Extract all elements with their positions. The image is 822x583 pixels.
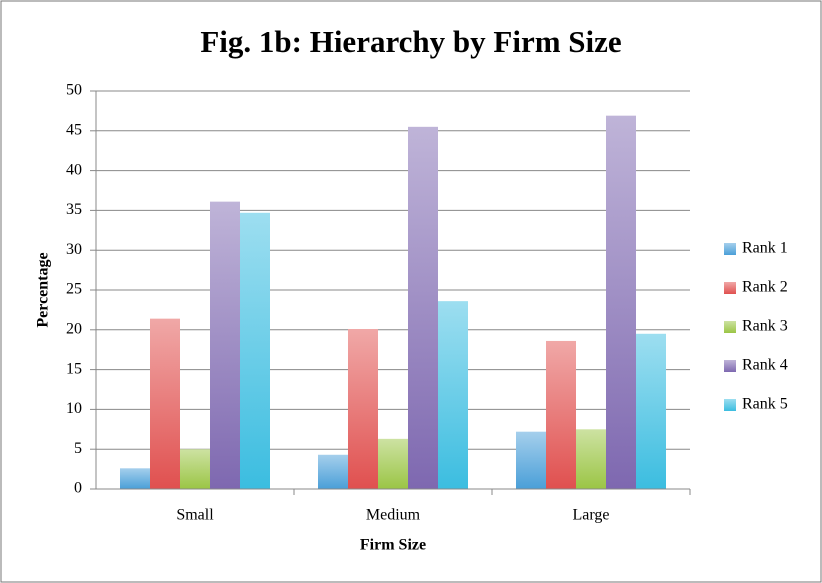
bar (576, 429, 606, 489)
bar (438, 301, 468, 489)
legend-swatch (724, 321, 736, 333)
bar (348, 329, 378, 489)
x-tick-label: Medium (366, 507, 421, 524)
y-tick-label: 25 (66, 281, 82, 298)
bar (240, 212, 270, 489)
x-axis-title: Firm Size (360, 537, 426, 554)
y-tick-label: 45 (66, 121, 82, 138)
x-tick-label: Large (572, 507, 609, 524)
bar (378, 438, 408, 489)
y-axis-title: Percentage (35, 252, 52, 327)
y-tick-label: 15 (66, 360, 82, 377)
bar (120, 468, 150, 489)
bar (636, 333, 666, 489)
legend-label: Rank 4 (742, 357, 788, 374)
bar (318, 454, 348, 489)
y-tick-label: 10 (66, 400, 82, 417)
y-tick-label: 35 (66, 201, 82, 218)
bar (606, 115, 636, 490)
y-tick-label: 50 (66, 82, 82, 99)
bar (516, 431, 546, 489)
bar (546, 340, 576, 489)
legend-label: Rank 5 (742, 396, 788, 413)
y-tick-label: 5 (74, 440, 82, 457)
bar (210, 201, 240, 490)
legend-label: Rank 3 (742, 318, 788, 335)
legend-swatch (724, 243, 736, 255)
chart-title: Fig. 1b: Hierarchy by Firm Size (200, 24, 621, 59)
legend-label: Rank 1 (742, 240, 788, 257)
y-tick-label: 20 (66, 320, 82, 337)
legend-swatch (724, 360, 736, 372)
legend-label: Rank 2 (742, 279, 788, 296)
y-tick-label: 40 (66, 161, 82, 178)
bar (408, 126, 438, 489)
x-tick-label: Small (176, 507, 214, 524)
legend-swatch (724, 282, 736, 294)
bar (180, 449, 210, 489)
y-tick-label: 0 (74, 480, 82, 497)
legend-swatch (724, 399, 736, 411)
bar (150, 318, 180, 489)
y-tick-label: 30 (66, 241, 82, 258)
